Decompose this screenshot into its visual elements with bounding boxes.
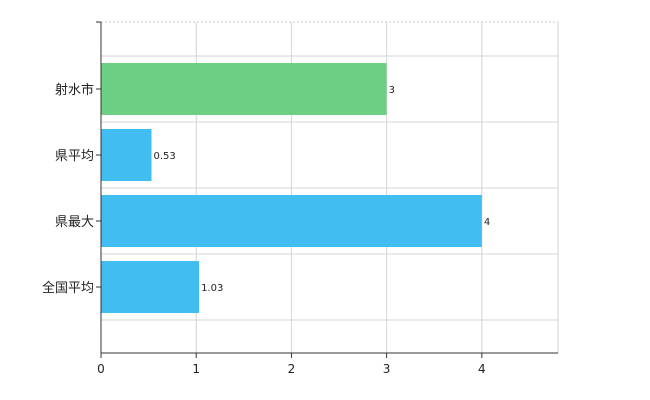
data-label: 1.03 [201,283,223,294]
bar [101,261,200,313]
x-tick-label: 1 [192,362,200,376]
category-label: 全国平均 [42,280,94,296]
bar [101,195,482,247]
x-tick-label: 2 [288,362,296,376]
category-label: 県平均 [55,149,94,164]
data-label: 0.53 [153,151,175,162]
data-label: 3 [389,85,395,96]
bar [101,129,152,181]
bar [101,63,387,115]
x-tick-label: 0 [97,362,105,376]
x-tick-label: 4 [478,362,486,376]
category-label: 射水市 [55,82,94,98]
category-label: 県最大 [55,215,94,230]
data-label: 4 [484,217,490,228]
x-tick-label: 3 [383,362,391,376]
